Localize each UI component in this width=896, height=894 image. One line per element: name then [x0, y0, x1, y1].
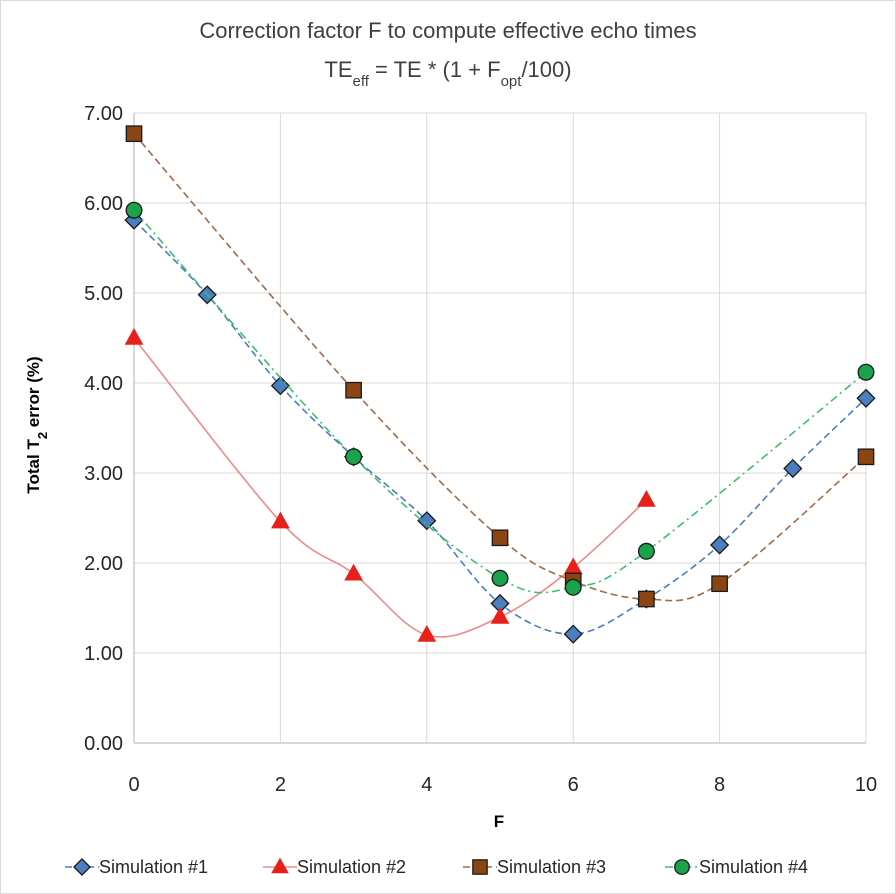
data-point	[417, 511, 437, 531]
subtitle-middle: = TE * (1 + F	[369, 57, 501, 82]
data-point	[344, 563, 363, 581]
series-3	[125, 125, 875, 608]
legend-marker	[271, 857, 289, 874]
data-point	[710, 535, 730, 555]
axes	[133, 113, 866, 744]
x-tick-label: 4	[421, 774, 432, 796]
data-point	[564, 578, 582, 596]
y-tick-label: 4.00	[84, 373, 123, 395]
legend-label: Simulation #3	[497, 857, 606, 877]
legend-label: Simulation #4	[699, 857, 808, 877]
x-tick-label: 0	[128, 774, 139, 796]
series-4	[125, 201, 875, 596]
data-point	[638, 590, 655, 608]
legend-item-3: Simulation #3	[463, 857, 606, 877]
data-point	[637, 489, 656, 507]
series-line	[133, 209, 867, 594]
data-point	[491, 529, 509, 547]
y-tick-label: 7.00	[84, 103, 123, 125]
data-point	[345, 448, 363, 466]
x-tick-labels: 0 2 4 6 8 10	[128, 774, 877, 796]
y-axis-label-prefix: Total T	[24, 439, 43, 494]
data-point	[125, 201, 143, 219]
legend-label: Simulation #1	[99, 857, 208, 877]
data-point	[271, 511, 290, 529]
x-tick-label: 10	[855, 774, 877, 796]
y-axis-label: Total T2 error (%)	[24, 356, 50, 493]
subtitle-suffix: /100)	[521, 57, 571, 82]
legend-marker	[73, 858, 91, 876]
x-axis-label: F	[494, 812, 504, 831]
y-axis-label-suffix: error (%)	[24, 356, 43, 432]
data-point	[711, 575, 728, 593]
legend-marker	[674, 859, 690, 875]
y-tick-label: 0.00	[84, 733, 123, 755]
legend-item-4: Simulation #4	[665, 857, 808, 877]
x-tick-label: 6	[568, 774, 579, 796]
series-container	[124, 125, 876, 644]
y-tick-label: 2.00	[84, 553, 123, 575]
data-point	[563, 624, 583, 644]
series-2	[124, 327, 656, 642]
legend-marker	[472, 859, 488, 875]
data-point	[490, 606, 510, 624]
data-point	[637, 542, 655, 560]
gridlines	[134, 112, 867, 743]
y-tick-label: 1.00	[84, 643, 123, 665]
data-point	[124, 327, 144, 345]
y-tick-label: 3.00	[84, 463, 123, 485]
legend: Simulation #1 Simulation #2 Simulation #3 S…	[65, 857, 808, 877]
data-point	[857, 363, 875, 381]
data-point	[270, 376, 290, 396]
subtitle-middle-sub: opt	[501, 73, 523, 90]
data-point	[125, 125, 143, 143]
chart-title: Correction factor F to compute effective…	[199, 18, 696, 43]
chart-subtitle: TEeff = TE * (1 + Fopt/100)	[324, 57, 571, 90]
x-tick-label: 8	[714, 774, 725, 796]
data-point	[491, 569, 509, 587]
data-point	[563, 557, 583, 575]
y-axis-label-sub: 2	[35, 432, 50, 439]
data-point	[783, 458, 803, 479]
legend-item-1: Simulation #1	[65, 857, 208, 877]
subtitle-prefix-sub: eff	[353, 73, 370, 90]
data-point	[856, 388, 876, 408]
data-point	[857, 448, 875, 466]
y-tick-label: 6.00	[84, 193, 123, 215]
subtitle-prefix: TE	[324, 57, 352, 82]
data-point	[417, 624, 437, 642]
x-tick-label: 2	[275, 774, 286, 796]
legend-item-2: Simulation #2	[263, 857, 406, 877]
chart-title-group: Correction factor F to compute effective…	[199, 18, 696, 90]
data-point	[124, 210, 144, 230]
y-tick-label: 5.00	[84, 283, 123, 305]
legend-label: Simulation #2	[297, 857, 406, 877]
y-tick-labels: 0.00 1.00 2.00 3.00 4.00 5.00 6.00 7.00	[84, 103, 123, 755]
data-point	[345, 381, 362, 399]
